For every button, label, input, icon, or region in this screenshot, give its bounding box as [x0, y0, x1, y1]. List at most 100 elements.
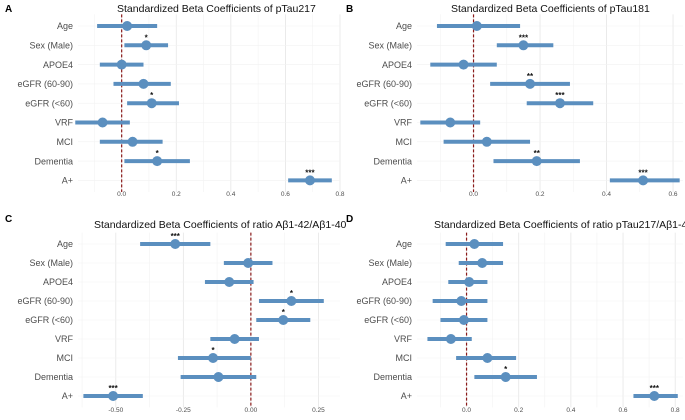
x-tick-label: 0.8: [671, 407, 680, 414]
estimate-point: [224, 277, 235, 287]
category-label: A+: [62, 391, 73, 401]
estimate-point: [518, 40, 529, 51]
panel-a: A Standardized Beta Coefficients of pTau2…: [5, 3, 345, 198]
category-label: VRF: [394, 334, 413, 344]
estimate-point: [458, 59, 469, 70]
category-label: APOE4: [43, 277, 73, 287]
category-label: MCI: [57, 353, 74, 363]
category-label: APOE4: [382, 60, 412, 70]
category-label: MCI: [396, 353, 413, 363]
category-label: Sex (Male): [368, 258, 412, 268]
panel-letter: C: [5, 214, 12, 225]
category-label: APOE4: [382, 277, 412, 287]
estimate-point: [122, 21, 133, 31]
category-label: Age: [57, 21, 73, 31]
significance-marker: ***: [519, 33, 529, 42]
significance-marker: **: [534, 149, 541, 158]
category-label: Age: [396, 239, 412, 249]
panel-title: Standardized Beta Coefficients of ratio …: [94, 219, 347, 231]
panel-c: C Standardized Beta Coefficients of ratio…: [5, 214, 347, 414]
category-label: Dementia: [34, 372, 73, 382]
x-tick-label: 0.2: [536, 191, 545, 198]
category-label: eGFR (<60): [25, 98, 73, 108]
estimate-point: [108, 391, 119, 401]
panel-title: Standardized Beta Coefficients of pTau21…: [117, 3, 316, 15]
panel-d: D Standardized Beta Coefficients of ratio…: [346, 214, 685, 414]
estimate-point: [141, 40, 152, 51]
x-tick-label: 0.4: [602, 191, 611, 198]
panel-title: Standardized Beta Coefficients of pTau18…: [451, 3, 650, 15]
x-tick-label: 0.00: [245, 407, 258, 414]
estimate-point: [304, 175, 315, 186]
panel-title: Standardized Beta Coefficients of ratio …: [434, 219, 685, 231]
significance-marker: ***: [555, 91, 565, 100]
estimate-point: [138, 78, 149, 89]
estimate-point: [97, 117, 108, 128]
estimate-point: [531, 156, 542, 167]
category-label: eGFR (60-90): [356, 296, 412, 306]
x-tick-label: 0.2: [514, 407, 523, 414]
estimate-point: [445, 117, 456, 128]
x-tick-label: 0.0: [469, 191, 478, 198]
significance-marker: ***: [108, 384, 118, 393]
category-label: Age: [396, 21, 412, 31]
estimate-point: [229, 334, 240, 344]
significance-marker: ***: [638, 168, 648, 177]
category-label: Dementia: [373, 372, 412, 382]
significance-marker: ***: [305, 168, 315, 177]
significance-marker: ***: [650, 384, 660, 393]
category-label: VRF: [55, 334, 74, 344]
estimate-point: [458, 315, 469, 325]
estimate-point: [649, 391, 660, 401]
estimate-point: [482, 353, 493, 363]
x-tick-label: 0.0: [117, 191, 126, 198]
panel-letter: A: [5, 4, 12, 15]
x-tick-label: -0.50: [108, 407, 123, 414]
estimate-point: [554, 98, 565, 109]
category-label: Sex (Male): [29, 41, 73, 51]
category-label: Dementia: [34, 156, 73, 166]
category-label: eGFR (60-90): [356, 79, 412, 89]
category-label: eGFR (<60): [364, 98, 412, 108]
x-tick-label: 0.25: [312, 407, 325, 414]
category-label: eGFR (<60): [25, 315, 73, 325]
significance-marker: *: [211, 346, 215, 355]
estimate-point: [127, 136, 138, 147]
x-tick-label: 0.8: [335, 191, 344, 198]
category-label: eGFR (60-90): [17, 296, 73, 306]
estimate-point: [481, 136, 492, 147]
significance-marker: *: [290, 289, 294, 298]
estimate-point: [116, 59, 127, 70]
category-label: A+: [401, 391, 412, 401]
estimate-point: [469, 239, 480, 249]
estimate-point: [445, 334, 456, 344]
x-tick-label: 0.6: [618, 407, 627, 414]
estimate-point: [500, 372, 511, 382]
panel-letter: B: [346, 4, 353, 15]
category-label: MCI: [57, 137, 74, 147]
estimate-point: [638, 175, 649, 186]
estimate-point: [471, 21, 482, 31]
estimate-point: [477, 258, 488, 268]
category-label: Dementia: [373, 156, 412, 166]
significance-marker: *: [504, 365, 508, 374]
significance-marker: *: [150, 91, 154, 100]
category-label: eGFR (<60): [364, 315, 412, 325]
category-label: MCI: [396, 137, 413, 147]
estimate-point: [525, 78, 536, 89]
significance-marker: *: [145, 33, 149, 42]
x-tick-label: -0.25: [176, 407, 191, 414]
panel-letter: D: [346, 214, 353, 225]
estimate-point: [152, 156, 163, 167]
panel-b: B Standardized Beta Coefficients of pTau1…: [346, 3, 683, 198]
category-label: eGFR (60-90): [17, 79, 73, 89]
estimate-point: [456, 296, 467, 306]
estimate-point: [213, 372, 224, 382]
x-tick-label: 0.6: [281, 191, 290, 198]
significance-marker: **: [527, 72, 534, 81]
significance-marker: *: [282, 308, 286, 317]
x-tick-label: 0.4: [226, 191, 235, 198]
estimate-point: [464, 277, 475, 287]
x-tick-label: 0.6: [669, 191, 678, 198]
estimate-point: [170, 239, 181, 249]
